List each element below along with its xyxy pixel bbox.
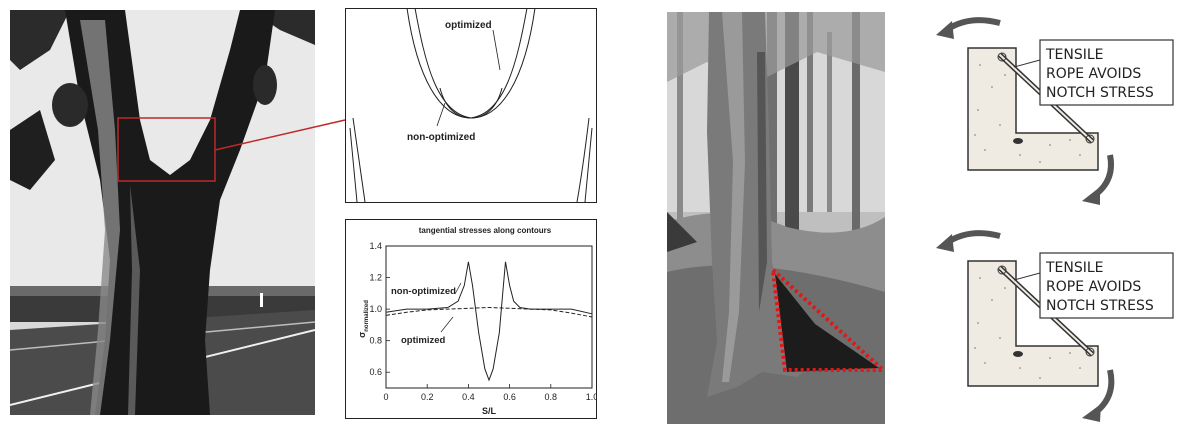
note-line-3: NOTCH STRESS	[1046, 85, 1154, 101]
y-tick-label: 1.0	[369, 304, 382, 314]
outer-contour-left	[352, 117, 366, 203]
non-optimized-label: non-optimized	[407, 132, 475, 143]
forked-tree-photo	[10, 10, 315, 415]
x-tick-label: 0	[383, 392, 388, 402]
sketch-note-box	[1039, 252, 1174, 319]
note-line-1: TENSILE	[1045, 47, 1104, 63]
x-tick-label: 1.0	[586, 392, 597, 402]
y-tick-label: 0.6	[369, 367, 382, 377]
series-line-optimized	[385, 306, 593, 318]
x-tick-label: 0.6	[503, 392, 516, 402]
x-tick-label: 0.4	[462, 392, 475, 402]
y-axis-ticks: 0.6 0.8 1.0 1.2 1.4	[369, 241, 390, 377]
note-line-3: NOTCH STRESS	[1046, 298, 1154, 314]
contour-plot: optimized non-optimized	[345, 8, 597, 203]
forest-tree-photo	[667, 12, 885, 424]
x-axis-ticks: 0 0.2 0.4 0.6 0.8 1.0	[383, 384, 597, 402]
x-tick-label: 0.8	[545, 392, 558, 402]
l-bracket-shape	[967, 260, 1099, 387]
rotation-arrow-top-icon	[946, 230, 1001, 245]
note-line-2: ROPE AVOIDS	[1046, 66, 1141, 82]
series-lines	[385, 261, 593, 382]
chart-title: tangential stresses along contours	[419, 226, 552, 235]
optimized-label: optimized	[445, 20, 492, 31]
x-axis-label: S/L	[482, 406, 497, 416]
rotation-arrow-top-icon	[946, 17, 1001, 32]
y-tick-label: 1.2	[369, 273, 382, 283]
note-line-1: TENSILE	[1045, 260, 1104, 276]
stress-chart: tangential stresses along contours 0.60.…	[345, 219, 597, 419]
y-tick-label: 1.4	[369, 241, 382, 251]
l-bracket-sketch-bottom: TENSILE ROPE AVOIDS NOTCH STRESS	[936, 230, 1174, 422]
series-label-non-optimized: non-optimized	[391, 286, 456, 297]
series-line-non-optimized	[385, 261, 593, 382]
note-line-2: ROPE AVOIDS	[1046, 279, 1141, 295]
y-tick-label: 0.8	[369, 336, 382, 346]
x-tick-label: 0.2	[421, 392, 434, 402]
series-label-optimized: optimized	[401, 335, 446, 346]
y-axis-label: σnormalized	[357, 300, 370, 338]
l-bracket-sketch-top: TENSILE ROPE AVOIDS NOTCH STRESS	[936, 17, 1174, 205]
outer-contour-right	[576, 117, 590, 203]
buttress-triangle-outline	[770, 264, 885, 372]
sketch-note-box	[1039, 39, 1174, 106]
l-bracket-shape	[967, 47, 1099, 171]
